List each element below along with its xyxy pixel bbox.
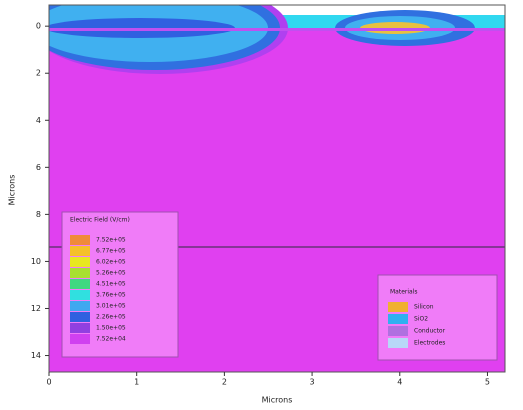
material-swatch (388, 314, 408, 324)
legend-swatch (70, 246, 90, 256)
legend-swatch (70, 268, 90, 278)
y-tick-label: 4 (36, 116, 41, 125)
legend-label: 5.26e+05 (96, 270, 126, 277)
x-tick-label: 5 (485, 378, 490, 387)
legend-swatch (70, 257, 90, 267)
surface (49, 28, 505, 31)
material-label: SiO2 (414, 316, 428, 323)
legend-label: 7.52e+05 (96, 237, 126, 244)
x-tick-label: 0 (46, 378, 51, 387)
legend-swatch (70, 279, 90, 289)
legend-label: 6.77e+05 (96, 248, 126, 255)
legend-label: 3.01e+05 (96, 303, 126, 310)
field-legend-title: Electric Field (V/cm) (70, 217, 130, 224)
x-tick-label: 1 (134, 378, 139, 387)
legend-swatch (70, 290, 90, 300)
legend-swatch (70, 334, 90, 344)
x-tick-label: 2 (222, 378, 227, 387)
legend-swatch (70, 312, 90, 322)
legend-swatch (70, 235, 90, 245)
y-tick-label: 2 (36, 69, 41, 78)
material-swatch (388, 338, 408, 348)
x-tick-label: 4 (397, 378, 402, 387)
legend-label: 4.51e+05 (96, 281, 126, 288)
legend-swatch (70, 301, 90, 311)
legend-label: 3.76e+05 (96, 292, 126, 299)
y-tick-label: 8 (36, 210, 41, 219)
material-swatch (388, 302, 408, 312)
y-tick-label: 10 (31, 257, 41, 266)
x-axis-label: Microns (262, 396, 293, 405)
y-axis-label: Microns (8, 175, 17, 206)
material-label: Conductor (414, 328, 446, 335)
material-label: Electrodes (414, 340, 445, 347)
y-tick-label: 14 (31, 351, 41, 360)
x-tick-label: 3 (310, 378, 315, 387)
legend-label: 7.52e+04 (96, 336, 126, 343)
y-tick-label: 12 (31, 304, 41, 313)
legend-label: 1.50e+05 (96, 325, 126, 332)
materials-legend-title: Materials (390, 289, 418, 296)
legend-swatch (70, 323, 90, 333)
legend-label: 2.26e+05 (96, 314, 126, 321)
y-tick-label: 0 (36, 22, 41, 31)
legend-label: 6.02e+05 (96, 259, 126, 266)
material-label: Silicon (414, 304, 434, 311)
plot-frame (48, 4, 506, 373)
y-tick-label: 6 (36, 163, 41, 172)
material-swatch (388, 326, 408, 336)
